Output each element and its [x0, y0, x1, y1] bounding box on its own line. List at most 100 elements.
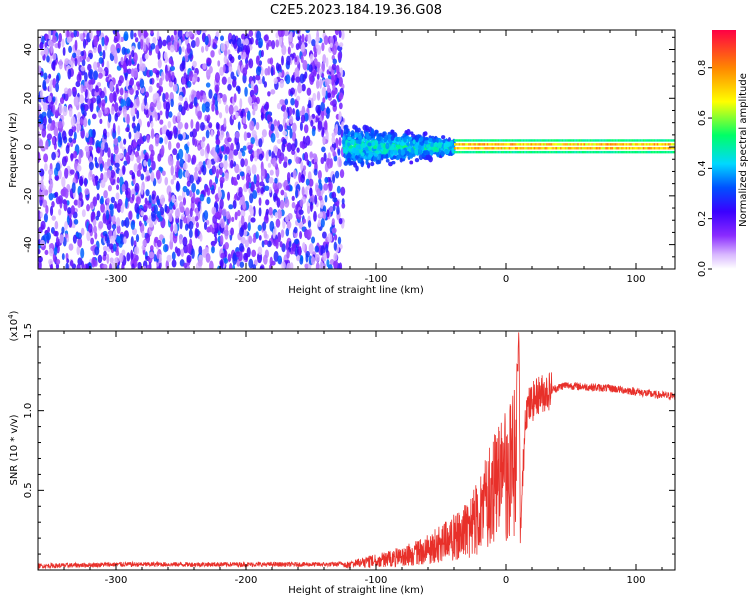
spectrogram-cell: [242, 67, 248, 77]
spectrogram-cell: [269, 220, 275, 232]
spectrogram-cell: [588, 150, 590, 154]
spectrogram-cell: [497, 143, 500, 146]
spectrogram-cell: [432, 138, 437, 144]
spectrogram-cell: [102, 49, 106, 60]
spectrogram-cell: [279, 241, 283, 248]
spectrogram-cell: [237, 121, 241, 131]
spectrogram-cell: [474, 143, 476, 146]
spectrogram-cell: [179, 201, 184, 212]
spectrogram-cell: [144, 95, 148, 106]
spectrogram-cell: [627, 150, 629, 154]
spectrogram-cell: [536, 143, 539, 146]
spectrogram-cell: [260, 49, 264, 58]
spectrogram-cell: [89, 68, 94, 80]
spectrogram-cell: [185, 31, 190, 38]
spectrogram-cell: [275, 62, 280, 72]
spectrogram-cell: [253, 101, 258, 112]
spectrogram-cell: [457, 150, 459, 154]
spectrogram-cell: [546, 150, 548, 154]
spectrogram-cell: [639, 139, 642, 142]
spectrogram-cell: [645, 147, 648, 150]
spectrogram-cell: [313, 52, 318, 58]
spectrogram-cell: [516, 150, 518, 154]
spectrogram-cell: [444, 148, 449, 154]
spectrogram-cell: [191, 154, 196, 165]
spectrogram-cell: [533, 147, 536, 150]
spectrogram-cell: [477, 150, 479, 154]
spectrogram-cell: [161, 170, 166, 176]
spectrogram-cell: [437, 142, 442, 149]
spectrogram-cell: [294, 67, 300, 78]
spectrogram-cell: [656, 143, 659, 146]
spectrogram-cell: [108, 243, 114, 250]
spectrogram-cell: [302, 218, 307, 224]
spectrogram-cell: [532, 143, 534, 146]
spectrogram-cell: [80, 247, 85, 259]
spectrogram-cell: [107, 184, 112, 192]
spectrogram-cell: [227, 83, 232, 91]
spectrogram-cell: [539, 147, 542, 150]
spectrogram-cell: [274, 177, 278, 184]
spectrogram-cell: [248, 258, 254, 269]
spectrogram-cell: [101, 99, 106, 107]
spectrogram-cell: [224, 241, 229, 250]
spectrogram-cell: [468, 143, 470, 146]
spectrogram-cell: [259, 181, 265, 187]
spectrogram-cell: [39, 41, 44, 50]
spectrogram-cell: [176, 153, 180, 161]
spectrogram-cell: [128, 210, 133, 221]
spectrogram-cell: [64, 58, 70, 66]
spectrogram-cell: [124, 217, 130, 229]
spectrogram-cell: [40, 50, 45, 56]
spectrogram-cell: [214, 212, 220, 218]
spectrogram-cell: [70, 116, 76, 127]
spectrogram-cell: [667, 147, 670, 150]
spectrogram-cell: [333, 252, 338, 261]
spectrogram-cell: [460, 143, 462, 146]
spectrogram-cell: [578, 147, 581, 150]
spectrogram-cell: [561, 147, 564, 150]
spectrogram-cell: [341, 121, 345, 130]
spectrogram-cell: [672, 147, 674, 150]
spectrogram-cell: [547, 139, 550, 142]
spectrogram-cell: [176, 160, 180, 168]
spectrogram-cell: [284, 98, 289, 106]
spectrogram-cell: [572, 147, 575, 150]
spectrogram-cell: [594, 147, 596, 150]
spectrogram-cell: [316, 73, 320, 80]
spectrogram-cell: [595, 143, 598, 146]
spectrogram-cell: [496, 147, 498, 150]
spectrogram-cell: [649, 139, 651, 142]
spectrogram-cell: [552, 143, 554, 146]
spectrogram-cell: [589, 139, 592, 142]
spectrogram-cell: [181, 46, 185, 53]
spectrogram-cell: [340, 186, 346, 196]
spectrogram-cell: [195, 36, 200, 48]
spectrogram-cell: [620, 139, 623, 142]
spectrogram-cell: [100, 179, 106, 189]
spectrogram-cell: [488, 143, 490, 146]
spectrogram-x-ticks: -300 -200 -100 0 100: [37, 30, 663, 285]
spectrogram-cell: [566, 147, 568, 150]
spectrogram-cell: [159, 77, 163, 86]
spectrogram-cell: [259, 148, 263, 154]
spectrogram-cell: [560, 147, 562, 150]
spectrogram-cell: [184, 207, 190, 217]
spectrogram-cell: [502, 139, 504, 142]
spectrogram-cell: [110, 169, 116, 179]
spectrogram-cell: [325, 57, 329, 68]
spectrogram-cell: [183, 216, 187, 224]
spectrogram-cell: [320, 218, 325, 228]
spectrogram-cell: [641, 143, 643, 146]
spectrogram-cell: [341, 198, 345, 205]
spectrogram-cell: [521, 143, 523, 146]
spectrogram-cell: [494, 147, 497, 150]
spectrogram-cell: [123, 160, 128, 166]
spectrogram-cell: [258, 153, 264, 161]
spectrogram-cell: [346, 157, 351, 164]
spectrogram-cell: [507, 143, 509, 146]
spectrogram-cell: [327, 233, 333, 243]
spectrogram-cell: [91, 113, 97, 120]
spectrogram-cell: [208, 179, 213, 188]
spectrogram-cell: [274, 195, 279, 201]
